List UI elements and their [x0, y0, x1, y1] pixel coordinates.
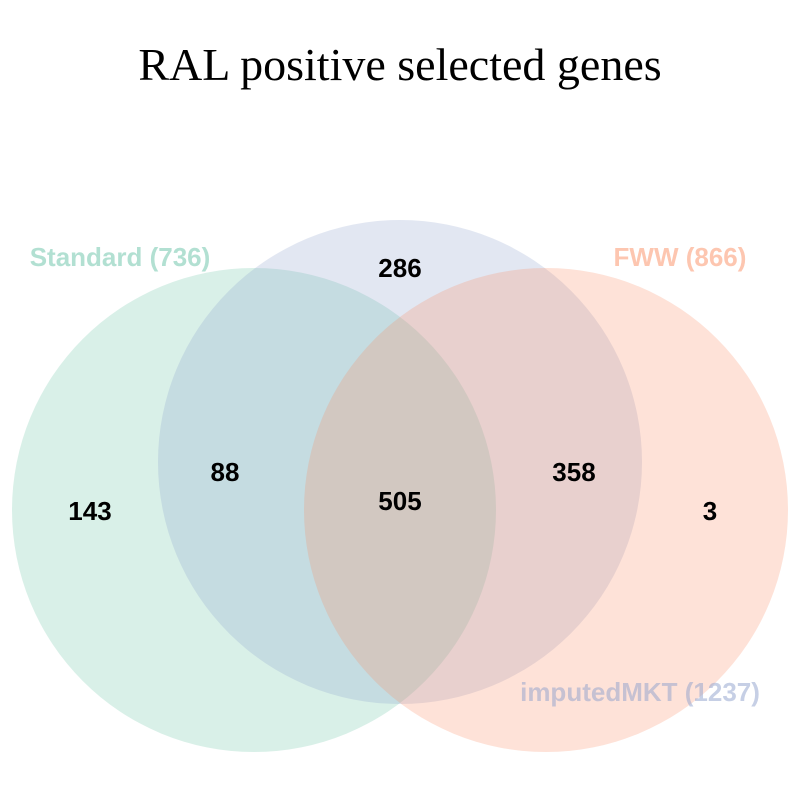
chart-title: RAL positive selected genes — [138, 39, 661, 90]
standard-set-label: Standard (736) — [30, 242, 211, 272]
standard-only-count: 143 — [68, 496, 111, 526]
fww-only-count: 3 — [703, 496, 717, 526]
standard-imputedmkt-count: 88 — [211, 457, 240, 487]
imputedmkt-set-label: imputedMKT (1237) — [520, 677, 760, 707]
standard-set-circle — [12, 268, 496, 752]
fww-set-label: FWW (866) — [614, 242, 747, 272]
imputedmkt-fww-count: 358 — [552, 457, 595, 487]
fww-set-circle — [304, 268, 788, 752]
imputedmkt-set-circle — [158, 220, 642, 704]
imputedmkt-only-count: 286 — [378, 253, 421, 283]
all-three-count: 505 — [378, 486, 421, 516]
